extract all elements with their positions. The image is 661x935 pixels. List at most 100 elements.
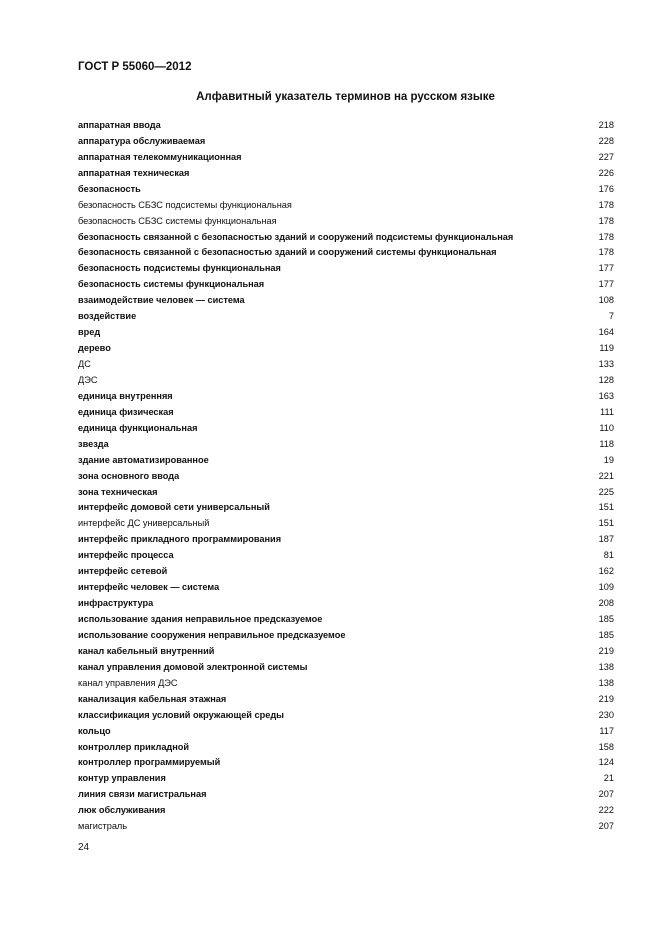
index-page-ref: 207 [598, 821, 614, 832]
term-index-list: аппаратная ввода 218 аппаратура обслуживае… [78, 117, 614, 834]
index-term: безопасность связанной с безопасностью з… [78, 247, 497, 258]
index-entry: единица функциональная 110 [78, 420, 614, 436]
index-term: безопасность СБЗС подсистемы функциональ… [78, 199, 292, 210]
index-term: аппаратная телекоммуникационная [78, 151, 242, 162]
index-page-ref: 81 [603, 550, 614, 561]
index-entry: классификация условий окружающей среды 23… [78, 707, 614, 723]
index-page-ref: 178 [598, 247, 614, 258]
index-entry: вред 164 [78, 324, 614, 340]
index-entry: звезда 118 [78, 436, 614, 452]
index-term: канализация кабельная этажная [78, 693, 227, 704]
index-entry: безопасность связанной с безопасностью з… [78, 245, 614, 261]
index-page-ref: 221 [598, 470, 614, 481]
index-entry: использование здания неправильное предск… [78, 611, 614, 627]
index-page-ref: 230 [598, 709, 614, 720]
index-term: дерево [78, 343, 111, 354]
index-term: интерфейс прикладного программирования [78, 534, 282, 545]
index-page-ref: 225 [598, 486, 614, 497]
index-entry: интерфейс прикладного программирования 18… [78, 531, 614, 547]
index-page-ref: 162 [598, 566, 614, 577]
index-entry: аппаратная телекоммуникационная 227 [78, 149, 614, 165]
index-term: интерфейс сетевой [78, 566, 168, 577]
index-term: контур управления [78, 773, 166, 784]
index-entry: аппаратная техническая 226 [78, 165, 614, 181]
index-page-ref: 178 [598, 199, 614, 210]
index-entry: инфраструктура 208 [78, 595, 614, 611]
index-term: линия связи магистральная [78, 789, 207, 800]
index-term: воздействие [78, 311, 137, 322]
index-term: контроллер прикладной [78, 741, 190, 752]
index-entry: безопасность связанной с безопасностью з… [78, 229, 614, 245]
index-page-ref: 151 [598, 502, 614, 513]
index-entry: ДЭС 128 [78, 372, 614, 388]
index-term: единица физическая [78, 406, 174, 417]
index-term: классификация условий окружающей среды [78, 709, 285, 720]
index-entry: канализация кабельная этажная 219 [78, 691, 614, 707]
index-page-ref: 176 [598, 183, 614, 194]
index-page-ref: 177 [598, 279, 614, 290]
index-page-ref: 110 [599, 422, 614, 433]
index-term: аппаратная техническая [78, 167, 190, 178]
index-entry: канал управления домовой электронной сис… [78, 659, 614, 675]
index-term: инфраструктура [78, 598, 154, 609]
index-entry: контроллер прикладной 158 [78, 739, 614, 755]
index-term: интерфейс человек — система [78, 582, 220, 593]
index-entry: интерфейс ДС универсальный 151 [78, 515, 614, 531]
index-term: безопасность системы функциональная [78, 279, 265, 290]
index-page-ref: 218 [598, 119, 614, 130]
index-page-ref: 21 [603, 773, 614, 784]
index-page-ref: 207 [598, 789, 614, 800]
index-entry: зона техническая 225 [78, 484, 614, 500]
index-page-ref: 219 [598, 693, 614, 704]
index-term: звезда [78, 438, 109, 449]
document-code-header: ГОСТ Р 55060—2012 [78, 61, 192, 73]
index-entry: безопасность СБЗС системы функциональная… [78, 213, 614, 229]
index-term: аппаратная ввода [78, 119, 161, 130]
index-term: интерфейс ДС универсальный [78, 518, 210, 529]
page-number: 24 [78, 842, 90, 853]
index-term: аппаратура обслуживаемая [78, 135, 206, 146]
index-page-ref: 128 [598, 374, 614, 385]
index-term: зона техническая [78, 486, 158, 497]
index-page-ref: 133 [598, 359, 614, 370]
index-term: взаимодействие человек — система [78, 295, 245, 306]
index-page-ref: 19 [603, 454, 614, 465]
index-term: здание автоматизированное [78, 454, 209, 465]
index-term: использование сооружения неправильное пр… [78, 629, 346, 640]
index-entry: безопасность подсистемы функциональная 17… [78, 260, 614, 276]
index-term: кольцо [78, 725, 111, 736]
index-entry: воздействие 7 [78, 308, 614, 324]
index-page-ref: 208 [598, 598, 614, 609]
index-entry: зона основного ввода 221 [78, 468, 614, 484]
index-page-ref: 178 [598, 231, 614, 242]
index-page-ref: 227 [598, 151, 614, 162]
index-entry: линия связи магистральная 207 [78, 786, 614, 802]
index-page-ref: 226 [598, 167, 614, 178]
index-term: единица внутренняя [78, 390, 173, 401]
index-page-ref: 151 [598, 518, 614, 529]
index-page-ref: 219 [598, 645, 614, 656]
index-term: безопасность СБЗС системы функциональная [78, 215, 277, 226]
index-entry: ДС 133 [78, 356, 614, 372]
index-entry: аппаратная ввода 218 [78, 117, 614, 133]
index-entry: интерфейс процесса 81 [78, 547, 614, 563]
index-term: магистраль [78, 821, 128, 832]
index-page-ref: 138 [598, 661, 614, 672]
index-entry: контроллер программируемый 124 [78, 755, 614, 771]
index-entry: безопасность СБЗС подсистемы функциональ… [78, 197, 614, 213]
index-entry: кольцо 117 [78, 723, 614, 739]
index-entry: люк обслуживания 222 [78, 802, 614, 818]
index-term: зона основного ввода [78, 470, 180, 481]
index-term: безопасность подсистемы функциональная [78, 263, 281, 274]
index-entry: контур управления 21 [78, 770, 614, 786]
index-entry: аппаратура обслуживаемая 228 [78, 133, 614, 149]
index-term: ДЭС [78, 374, 98, 385]
index-page-ref: 185 [598, 629, 614, 640]
index-page-ref: 187 [598, 534, 614, 545]
index-entry: использование сооружения неправильное пр… [78, 627, 614, 643]
index-term: люк обслуживания [78, 805, 166, 816]
index-page-ref: 163 [598, 390, 614, 401]
index-page-ref: 117 [599, 725, 614, 736]
index-entry: дерево 119 [78, 340, 614, 356]
index-entry: канал кабельный внутренний 219 [78, 643, 614, 659]
